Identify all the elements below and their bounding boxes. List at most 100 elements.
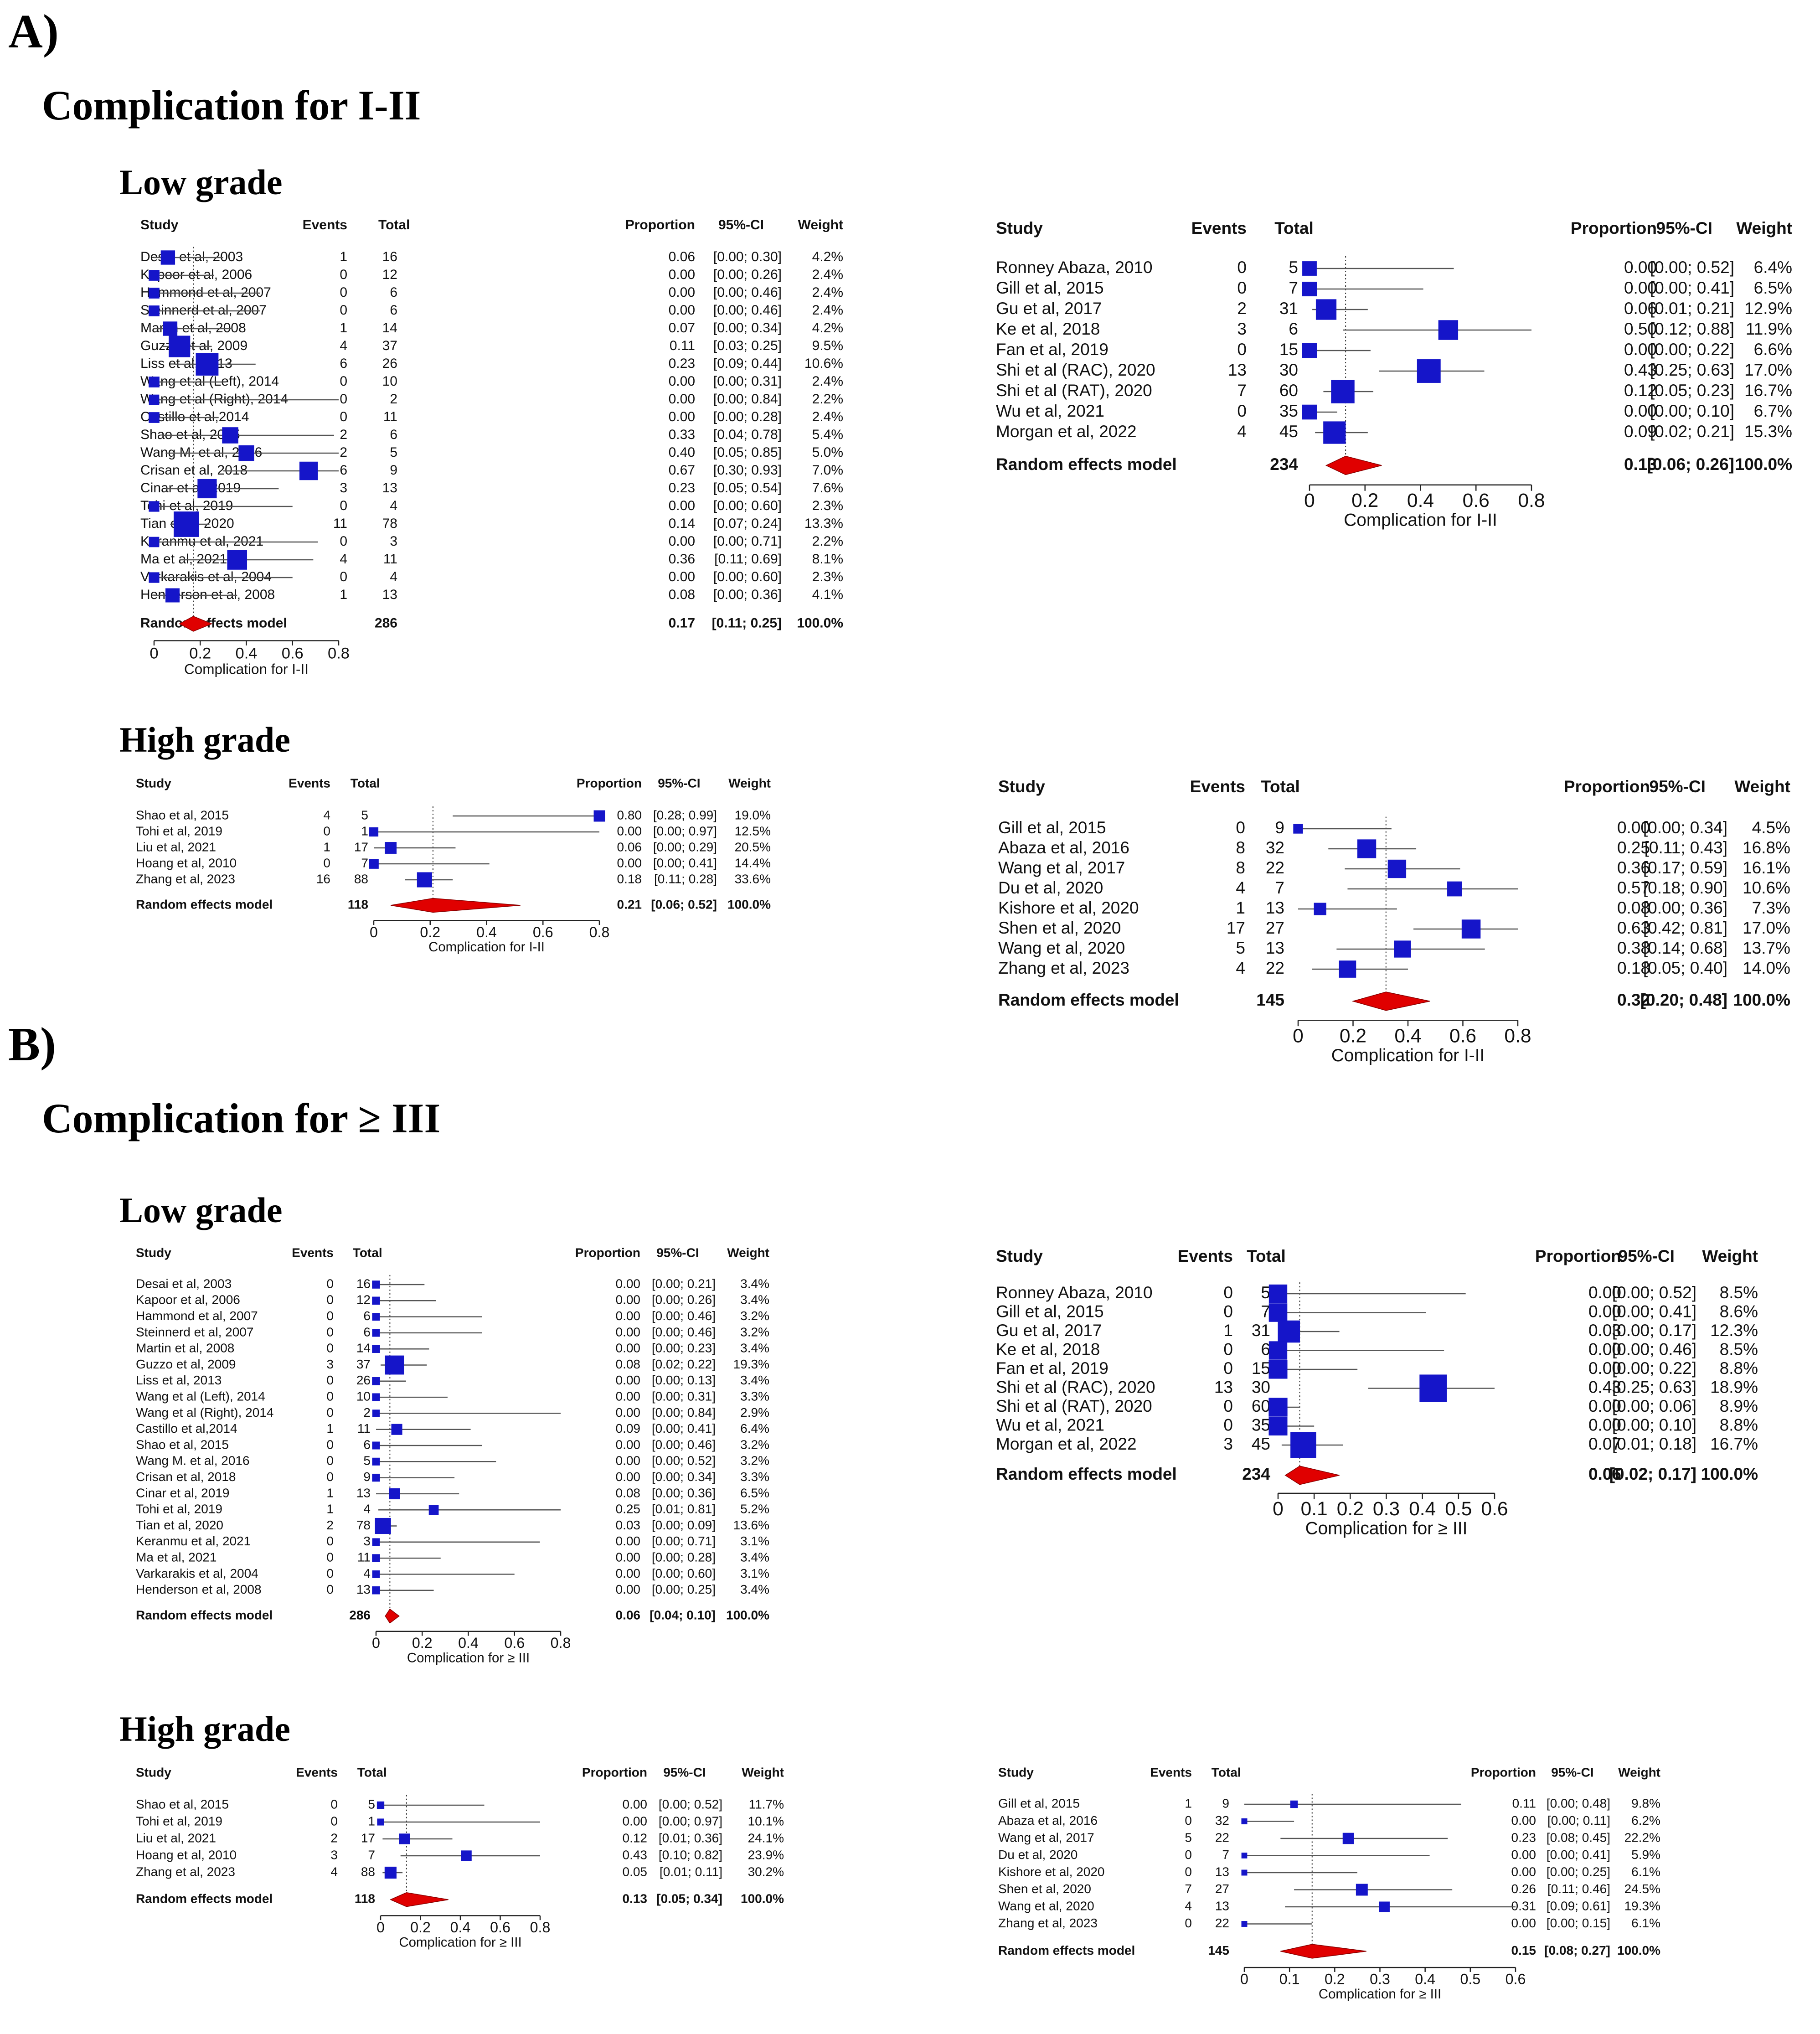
- study-weight: 7.6%: [812, 480, 843, 496]
- study-total: 7: [361, 856, 368, 870]
- header-total: Total: [1247, 1247, 1286, 1265]
- study-weight: 9.5%: [812, 338, 843, 353]
- study-total: 5: [361, 808, 368, 822]
- study-label: Cinar et al, 2019: [136, 1486, 229, 1500]
- pooled-total: 286: [375, 615, 397, 630]
- x-tick-label: 0.4: [1409, 1498, 1436, 1520]
- study-square: [1331, 380, 1355, 403]
- study-square: [1356, 1884, 1368, 1896]
- study-proportion: 0.00: [616, 1341, 641, 1355]
- study-square: [372, 1554, 380, 1562]
- study-weight: 2.9%: [740, 1405, 769, 1420]
- x-tick-label: 0.2: [1337, 1498, 1364, 1520]
- study-label: Crisan et al, 2018: [140, 463, 247, 478]
- study-ci: [0.11; 0.69]: [714, 552, 782, 567]
- study-label: Gu et al, 2017: [996, 299, 1102, 318]
- study-events: 0: [326, 1341, 334, 1355]
- study-proportion: 0.00: [616, 1276, 641, 1291]
- study-events: 0: [340, 409, 347, 424]
- study-ci: [0.04; 0.78]: [713, 427, 782, 442]
- pooled-label: Random effects model: [136, 1608, 273, 1622]
- study-events: 0: [326, 1293, 334, 1307]
- study-proportion: 0.18: [1617, 959, 1650, 977]
- study-total: 6: [363, 1325, 371, 1339]
- study-proportion: 0.00: [669, 285, 695, 300]
- study-weight: 8.5%: [1720, 1340, 1758, 1358]
- study-proportion: 0.00: [616, 1309, 641, 1323]
- study-weight: 4.5%: [1752, 818, 1790, 837]
- study-ci: [0.00; 0.48]: [1547, 1796, 1610, 1810]
- study-total: 45: [1279, 422, 1298, 441]
- study-proportion: 0.00: [616, 1373, 641, 1387]
- header-study: Study: [996, 1247, 1043, 1265]
- study-events: 2: [330, 1831, 338, 1845]
- study-ci: [0.28; 0.99]: [653, 808, 717, 822]
- pooled-weight: 100.0%: [1735, 455, 1793, 474]
- study-events: 0: [340, 498, 347, 513]
- study-label: Henderson et al, 2008: [140, 587, 275, 602]
- study-proportion: 0.00: [616, 1293, 641, 1307]
- study-proportion: 0.07: [1588, 1435, 1621, 1453]
- study-label: Keranmu et al, 2021: [136, 1534, 251, 1548]
- study-weight: 4.2%: [812, 320, 843, 336]
- study-weight: 5.2%: [740, 1502, 769, 1516]
- study-square: [372, 1538, 380, 1546]
- study-label: Fan et al, 2019: [996, 340, 1108, 359]
- study-square: [428, 1505, 439, 1515]
- study-label: Abaza et al, 2016: [998, 1813, 1098, 1828]
- study-proportion: 0.00: [669, 534, 695, 549]
- study-square: [149, 305, 160, 316]
- header-weight: Weight: [798, 217, 843, 232]
- study-ci: [0.00; 0.41]: [653, 856, 717, 870]
- study-ci: [0.00; 0.28]: [713, 409, 782, 424]
- study-square: [461, 1850, 472, 1861]
- study-ci: [0.00; 0.31]: [652, 1389, 716, 1403]
- study-events: 5: [1185, 1830, 1192, 1844]
- study-label: Keranmu et al, 2021: [140, 534, 263, 549]
- study-square: [593, 810, 605, 822]
- header-proportion: Proportion: [1564, 777, 1650, 796]
- study-square: [1461, 919, 1481, 939]
- study-square: [372, 1345, 380, 1353]
- study-label: Ke et al, 2018: [996, 1340, 1100, 1358]
- study-square: [1314, 903, 1326, 915]
- study-proportion: 0.31: [1511, 1899, 1536, 1913]
- x-axis-label: Complication for I-II: [184, 661, 309, 677]
- study-events: 0: [330, 1797, 338, 1811]
- study-events: 3: [1223, 1435, 1233, 1453]
- study-ci: [0.05; 0.54]: [713, 480, 782, 496]
- study-ci: [0.10; 0.82]: [659, 1848, 722, 1862]
- study-events: 0: [1237, 279, 1247, 297]
- pooled-ci: [0.05; 0.34]: [656, 1892, 722, 1906]
- study-square: [399, 1833, 410, 1844]
- study-proportion: 0.43: [1588, 1378, 1621, 1396]
- header-study: Study: [998, 777, 1045, 796]
- study-total: 37: [356, 1357, 371, 1371]
- study-events: 0: [326, 1373, 334, 1387]
- study-ci: [0.00; 0.46]: [652, 1437, 716, 1451]
- header-events: Events: [1150, 1765, 1192, 1779]
- pooled-diamond: [1284, 1466, 1340, 1485]
- study-ci: [0.00; 0.52]: [1612, 1283, 1696, 1302]
- study-label: Morgan et al, 2022: [996, 422, 1137, 441]
- study-square: [1302, 281, 1317, 297]
- study-events: 0: [1185, 1916, 1192, 1930]
- study-total: 2: [363, 1405, 371, 1420]
- study-ci: [0.00; 0.34]: [713, 320, 782, 336]
- study-events: 0: [326, 1550, 334, 1564]
- study-total: 60: [1252, 1397, 1270, 1415]
- study-label: Zhang et al, 2023: [136, 1864, 235, 1879]
- header-total: Total: [1212, 1765, 1241, 1779]
- pooled-ci: [0.06; 0.52]: [651, 897, 717, 911]
- study-total: 6: [363, 1437, 371, 1451]
- study-ci: [0.00; 0.25]: [652, 1582, 716, 1596]
- pooled-weight: 100.0%: [1617, 1943, 1660, 1957]
- study-square: [1268, 1303, 1288, 1322]
- study-ci: [0.30; 0.93]: [713, 463, 782, 478]
- study-square: [372, 1441, 380, 1450]
- study-label: Zhang et al, 2023: [998, 959, 1129, 977]
- header-events: Events: [292, 1245, 334, 1260]
- pooled-label: Random effects model: [996, 1465, 1177, 1483]
- header-proportion: Proportion: [1571, 219, 1657, 237]
- study-weight: 6.5%: [740, 1486, 769, 1500]
